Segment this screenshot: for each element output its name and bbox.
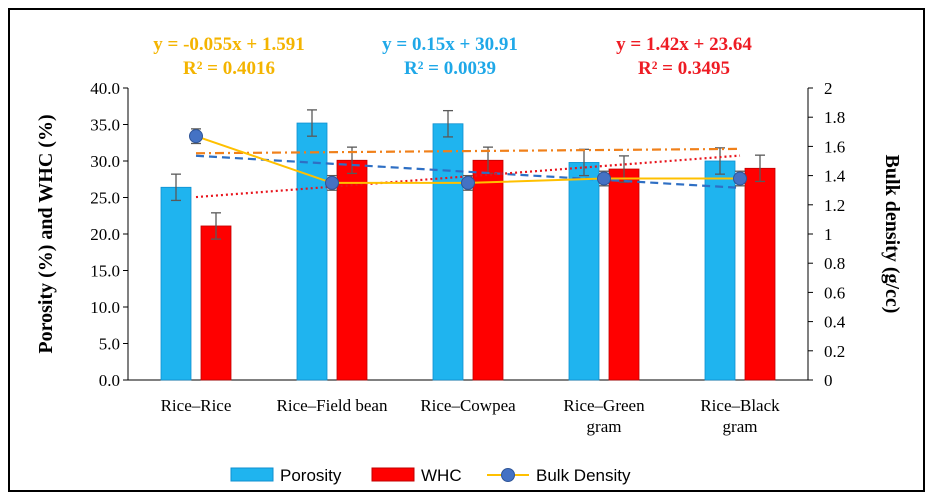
- category-label: Rice–Green: [563, 396, 645, 415]
- right-tick-label: 1.6: [824, 137, 845, 156]
- left-tick-label: 10.0: [90, 298, 120, 317]
- right-tick-label: 0.2: [824, 342, 845, 361]
- trendline-r2: R² = 0.4016: [183, 58, 275, 79]
- right-tick-label: 0.4: [824, 313, 846, 332]
- legend-swatch-bulk-density-marker: [501, 468, 515, 482]
- bar-porosity: [568, 162, 600, 381]
- trendline-r2: R² = 0.3495: [638, 58, 730, 79]
- legend-label: Bulk Density: [536, 466, 631, 485]
- left-tick-label: 25.0: [90, 189, 120, 208]
- right-tick-label: 1.8: [824, 108, 845, 127]
- category-label: Rice–Cowpea: [420, 396, 516, 415]
- chart-frame: [8, 8, 925, 492]
- right-tick-label: 1.2: [824, 196, 845, 215]
- trendline-whc: [195, 154, 741, 199]
- trendline-r2: R² = 0.0039: [404, 58, 496, 79]
- left-tick-label: 5.0: [99, 335, 120, 354]
- right-tick-label: 2: [824, 79, 833, 98]
- left-tick-label: 40.0: [90, 79, 120, 98]
- bulk-density-point: [597, 171, 611, 186]
- left-tick-label: 15.0: [90, 262, 120, 281]
- right-tick-label: 0: [824, 371, 833, 390]
- left-tick-label: 20.0: [90, 225, 120, 244]
- trendline-equation: y = 0.15x + 30.91: [382, 34, 518, 55]
- right-tick-label: 1.4: [824, 167, 846, 186]
- legend-label: WHC: [421, 466, 462, 485]
- left-tick-label: 35.0: [90, 116, 120, 135]
- bar-porosity: [432, 123, 464, 381]
- legend-label: Porosity: [280, 466, 342, 485]
- bulk-density-point: [733, 171, 747, 186]
- bulk-density-point: [325, 175, 339, 190]
- category-label: gram: [723, 417, 758, 436]
- bar-porosity: [296, 122, 328, 381]
- bar-whc: [608, 168, 640, 381]
- bar-whc: [336, 159, 368, 381]
- bar-whc: [200, 225, 232, 381]
- bar-whc: [744, 167, 776, 381]
- bar-porosity: [160, 186, 192, 381]
- trendline-equation: y = -0.055x + 1.591: [153, 34, 304, 55]
- trendline-porosity: [195, 147, 741, 155]
- right-tick-label: 1: [824, 225, 833, 244]
- legend-swatch-porosity: [230, 467, 274, 482]
- legend-swatch-whc: [371, 467, 415, 482]
- category-label: Rice–Field bean: [277, 396, 388, 415]
- bar-porosity: [704, 160, 736, 381]
- right-tick-label: 0.8: [824, 254, 845, 273]
- category-label: Rice–Black: [700, 396, 780, 415]
- trendline-equation: y = 1.42x + 23.64: [616, 34, 752, 55]
- category-label: gram: [587, 417, 622, 436]
- bar-whc: [472, 159, 504, 381]
- left-tick-label: 0.0: [99, 371, 120, 390]
- left-tick-label: 30.0: [90, 152, 120, 171]
- right-axis-title: Bulk density (g/cc): [881, 155, 903, 314]
- bulk-density-point: [461, 175, 475, 190]
- bulk-density-point: [189, 129, 203, 144]
- category-label: Rice–Rice: [161, 396, 232, 415]
- right-tick-label: 0.6: [824, 283, 845, 302]
- left-axis-title: Porosity (%) and WHC (%): [35, 114, 57, 353]
